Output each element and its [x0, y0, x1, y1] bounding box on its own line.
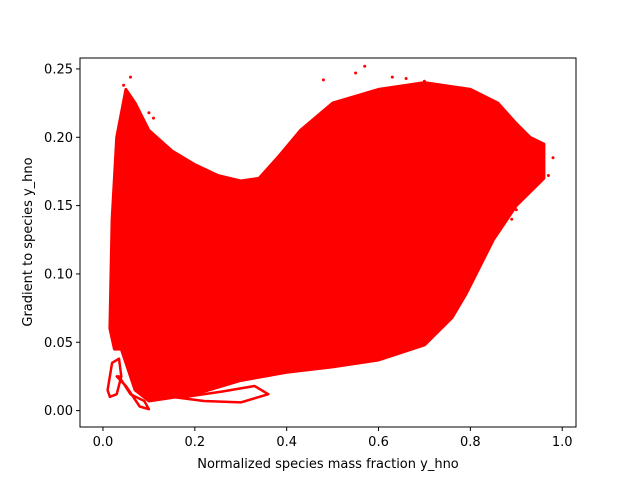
scatter-point	[308, 122, 312, 126]
scatter-point	[482, 187, 486, 191]
y-tick-label: 0.05	[44, 336, 73, 351]
plot-area	[79, 57, 577, 428]
x-tick-label: 0.2	[184, 435, 205, 450]
y-tick-label: 0.25	[44, 62, 73, 77]
scatter-loop-1	[115, 375, 151, 411]
plot-frame	[79, 57, 577, 428]
scatter-point	[491, 197, 495, 201]
scatter-point	[501, 210, 504, 214]
scatter-point	[147, 111, 151, 115]
x-tick-label: 0.4	[276, 435, 297, 450]
marks-layer	[106, 64, 555, 411]
y-tick-label: 0.15	[44, 199, 73, 214]
scatter-point	[285, 165, 289, 169]
scatter-point	[422, 79, 426, 83]
x-axis: 0.0 0.2 0.4 0.6 0.8 1.0	[93, 427, 573, 450]
y-tick-label: 0.20	[44, 131, 73, 146]
x-tick-label: 0.6	[368, 435, 389, 450]
scatter-point	[514, 208, 518, 212]
scatter-point	[524, 154, 527, 158]
scatter-point	[152, 116, 155, 120]
scatter-point	[122, 83, 126, 87]
x-tick-label: 0.0	[93, 435, 114, 450]
scatter-point	[546, 174, 550, 177]
scatter-point	[404, 77, 408, 80]
y-axis-label: Gradient to species y_hno	[21, 157, 36, 326]
scatter-point	[129, 75, 132, 79]
y-tick-label: 0.10	[44, 267, 73, 282]
scatter-loop-0	[106, 357, 123, 399]
scatter-point	[354, 71, 358, 75]
x-axis-label: Normalized species mass fraction y_hno	[197, 457, 459, 472]
scatter-point	[510, 217, 514, 221]
y-tick-label: 0.00	[44, 404, 73, 419]
scatter-point-cloud	[108, 81, 546, 403]
x-tick-label: 1.0	[552, 435, 573, 450]
scatter-point	[363, 64, 367, 68]
scatter-loop-2	[170, 384, 270, 404]
y-axis: 0.00 0.05 0.10 0.15 0.20 0.25	[44, 62, 80, 419]
scatter-point	[390, 75, 394, 79]
scatter-point	[321, 78, 325, 82]
scatter-point	[537, 171, 541, 175]
scatter-point	[551, 156, 555, 160]
scatter-point	[496, 227, 500, 231]
x-tick-label: 0.8	[460, 435, 481, 450]
